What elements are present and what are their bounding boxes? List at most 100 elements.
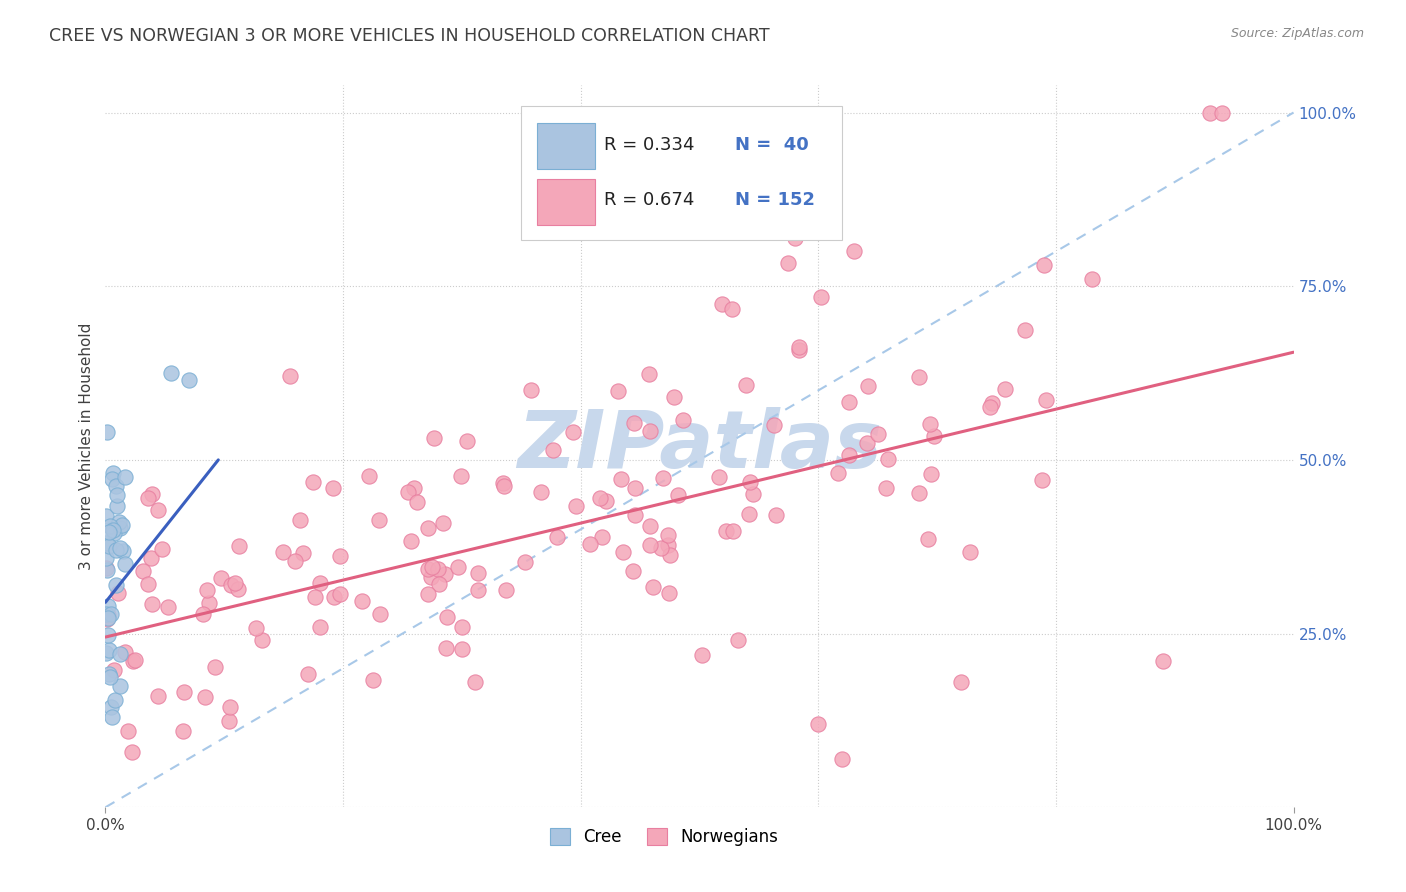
- Point: [108, 679, 131, 693]
- Point: [103, 523, 125, 537]
- Point: [520, 384, 543, 398]
- Point: [623, 416, 645, 430]
- Point: [831, 751, 853, 765]
- Point: [658, 586, 681, 600]
- Point: [434, 641, 457, 656]
- Point: [858, 378, 880, 392]
- Point: [94, 509, 117, 524]
- FancyBboxPatch shape: [537, 123, 595, 169]
- Point: [765, 508, 787, 523]
- Point: [159, 366, 181, 380]
- Point: [172, 724, 194, 739]
- Point: [146, 503, 169, 517]
- Point: [827, 466, 849, 480]
- Point: [105, 499, 128, 513]
- Point: [721, 524, 744, 538]
- Point: [132, 564, 155, 578]
- Point: [711, 297, 734, 311]
- Point: [157, 600, 180, 615]
- Point: [309, 620, 332, 634]
- Point: [436, 610, 458, 624]
- Point: [662, 390, 685, 404]
- Point: [1152, 654, 1174, 668]
- Point: [875, 481, 897, 495]
- Point: [100, 607, 122, 621]
- Point: [111, 518, 134, 533]
- Point: [112, 544, 135, 558]
- Point: [591, 530, 613, 544]
- Point: [714, 524, 737, 539]
- Point: [150, 541, 173, 556]
- Point: [418, 587, 440, 601]
- Point: [842, 244, 865, 259]
- Point: [741, 487, 763, 501]
- Point: [546, 530, 568, 544]
- Point: [105, 488, 128, 502]
- Point: [98, 518, 121, 533]
- Point: [866, 426, 889, 441]
- Point: [690, 648, 713, 662]
- Point: [418, 562, 440, 576]
- Point: [97, 611, 120, 625]
- Point: [219, 578, 242, 592]
- Point: [273, 545, 295, 559]
- Point: [122, 654, 145, 668]
- Point: [658, 548, 681, 562]
- Point: [105, 543, 128, 558]
- Point: [209, 571, 232, 585]
- Point: [103, 466, 125, 480]
- Text: N =  40: N = 40: [735, 136, 808, 153]
- Point: [101, 710, 124, 724]
- Point: [595, 494, 617, 508]
- Point: [329, 549, 352, 564]
- Point: [589, 491, 612, 506]
- Point: [322, 481, 344, 495]
- Point: [218, 714, 240, 729]
- Point: [105, 479, 128, 493]
- Point: [224, 575, 246, 590]
- Point: [612, 545, 634, 559]
- Point: [114, 470, 136, 484]
- Text: Source: ZipAtlas.com: Source: ZipAtlas.com: [1230, 27, 1364, 40]
- Point: [877, 452, 900, 467]
- Point: [787, 340, 810, 354]
- Point: [98, 524, 121, 539]
- Point: [492, 479, 515, 493]
- Point: [638, 518, 661, 533]
- Point: [530, 484, 553, 499]
- Point: [141, 486, 163, 500]
- Point: [427, 577, 450, 591]
- Point: [141, 597, 163, 611]
- Point: [96, 561, 118, 575]
- Point: [624, 481, 647, 495]
- Point: [856, 436, 879, 450]
- FancyBboxPatch shape: [537, 178, 595, 225]
- Point: [204, 659, 226, 673]
- Point: [291, 546, 314, 560]
- Point: [97, 628, 120, 642]
- Point: [917, 533, 939, 547]
- Point: [807, 717, 830, 731]
- Point: [98, 667, 121, 681]
- Point: [108, 521, 131, 535]
- Y-axis label: 3 or more Vehicles in Household: 3 or more Vehicles in Household: [79, 322, 94, 570]
- Point: [136, 577, 159, 591]
- Point: [329, 587, 352, 601]
- Point: [121, 745, 143, 759]
- Point: [456, 434, 478, 448]
- Point: [100, 670, 122, 684]
- Point: [579, 537, 602, 551]
- Point: [426, 562, 449, 576]
- Point: [651, 471, 673, 485]
- Point: [94, 536, 117, 550]
- Point: [606, 384, 628, 399]
- Point: [908, 485, 931, 500]
- Point: [368, 607, 391, 621]
- Point: [173, 685, 195, 699]
- Point: [418, 521, 440, 535]
- Point: [97, 608, 120, 623]
- Point: [621, 564, 644, 578]
- Point: [838, 395, 860, 409]
- Point: [432, 516, 454, 530]
- Point: [218, 700, 240, 714]
